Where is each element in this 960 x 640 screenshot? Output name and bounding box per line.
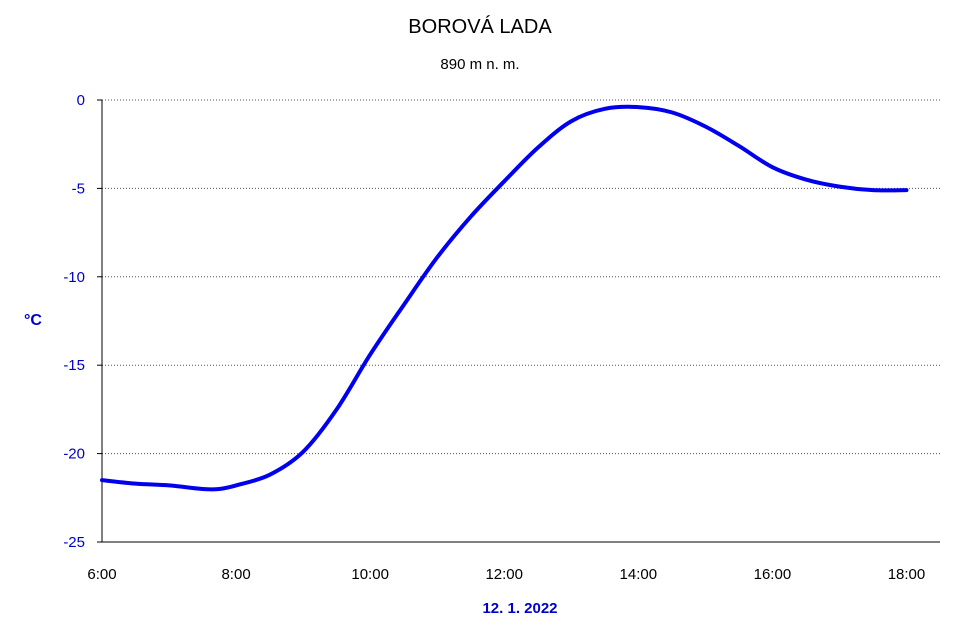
axes (97, 99, 940, 543)
y-tick-label: -10 (63, 269, 85, 286)
grid-lines (102, 99, 940, 455)
x-tick-label: 18:00 (888, 566, 926, 583)
y-tick-label: 0 (77, 92, 85, 109)
y-tick-label: -15 (63, 357, 85, 374)
series-layer (100, 104, 909, 492)
x-tick-label: 8:00 (221, 566, 250, 583)
chart-title: BOROVÁ LADA (408, 16, 552, 38)
x-axis-label: 12. 1. 2022 (482, 600, 558, 617)
y-axis-label: °C (24, 312, 42, 329)
temperature-series-line (100, 104, 909, 492)
x-tick-label: 6:00 (87, 566, 116, 583)
x-tick-label: 12:00 (485, 566, 523, 583)
x-tick-labels: 6:00 8:00 10:00 12:00 14:00 16:00 18:00 (87, 566, 925, 583)
x-tick-label: 10:00 (351, 566, 389, 583)
y-tick-labels: 0 -5 -10 -15 -20 -25 (63, 92, 85, 551)
y-tick-label: -20 (63, 446, 85, 463)
chart-subtitle: 890 m n. m. (440, 56, 520, 73)
y-tick-label: -25 (63, 534, 85, 551)
x-tick-label: 14:00 (620, 566, 658, 583)
x-tick-label: 16:00 (754, 566, 792, 583)
y-tick-label: -5 (72, 180, 85, 197)
